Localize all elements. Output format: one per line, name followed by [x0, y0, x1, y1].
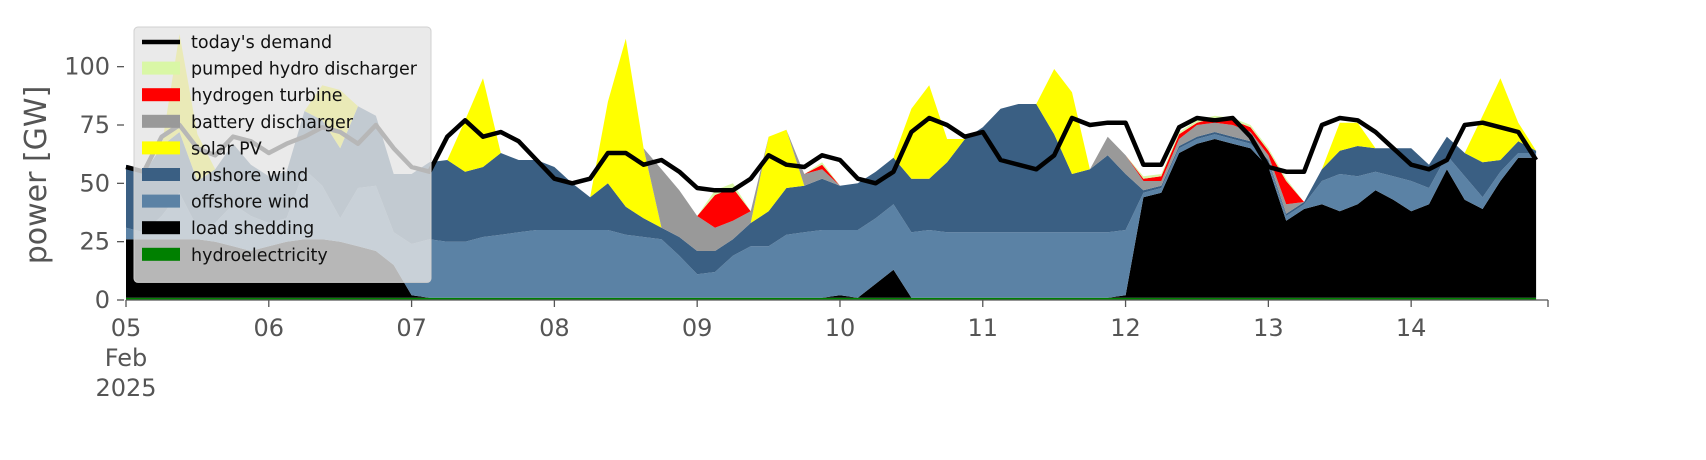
legend-swatch-hydrogen-turbine — [142, 88, 180, 102]
y-axis-label: power [GW] — [19, 86, 54, 265]
legend-label-hydroelectricity: hydroelectricity — [191, 246, 328, 266]
x-tick-label: 05 — [111, 314, 142, 342]
legend-swatch-hydroelectricity — [142, 247, 180, 261]
legend-swatch-onshore-wind — [142, 168, 180, 181]
series-area-onshore-wind — [126, 104, 1537, 275]
x-tick-label: 11 — [967, 314, 998, 342]
legend-label-pumped-hydro-discharger: pumped hydro discharger — [191, 60, 418, 80]
legend-swatch-solar-pv — [142, 141, 180, 155]
y-tick-label: 100 — [64, 53, 110, 81]
x-tick-label: 13 — [1253, 314, 1284, 342]
x-tick-label: 10 — [825, 314, 856, 342]
legend-swatch-load-shedding — [142, 221, 180, 235]
x-tick-label: 09 — [682, 314, 713, 342]
legend-label-hydrogen-turbine: hydrogen turbine — [191, 86, 343, 106]
series-area-offshore-wind — [126, 134, 1537, 298]
y-tick-label: 50 — [79, 169, 110, 197]
legend-label-onshore-wind: onshore wind — [191, 166, 308, 186]
y-tick-label: 0 — [95, 286, 110, 314]
x-tick-label: 14 — [1396, 314, 1427, 342]
y-tick-label: 25 — [79, 228, 110, 256]
x-tick-label: 2025 — [95, 374, 156, 402]
legend-label-offshore-wind: offshore wind — [191, 193, 309, 213]
legend-label-solar-pv: solar PV — [191, 139, 262, 159]
legend-label-battery-discharger: battery discharger — [191, 113, 354, 133]
y-tick-label: 75 — [79, 111, 110, 139]
x-tick-label: 07 — [396, 314, 427, 342]
x-tick-label: 08 — [539, 314, 570, 342]
series-area-load-shedding — [126, 139, 1537, 298]
legend-label-todays-demand: today's demand — [191, 33, 332, 53]
legend-swatch-battery-discharger — [142, 114, 180, 128]
x-tick-label: 06 — [254, 314, 285, 342]
x-tick-label: Feb — [105, 344, 148, 372]
legend-swatch-offshore-wind — [142, 194, 180, 208]
legend-box — [133, 26, 432, 283]
legend-swatch-pumped-hydro-discharger — [142, 61, 180, 75]
legend-label-load-shedding: load shedding — [191, 219, 314, 239]
legend: today's demand pumped hydro discharger hyd… — [133, 26, 432, 283]
x-tick-label: 12 — [1110, 314, 1141, 342]
